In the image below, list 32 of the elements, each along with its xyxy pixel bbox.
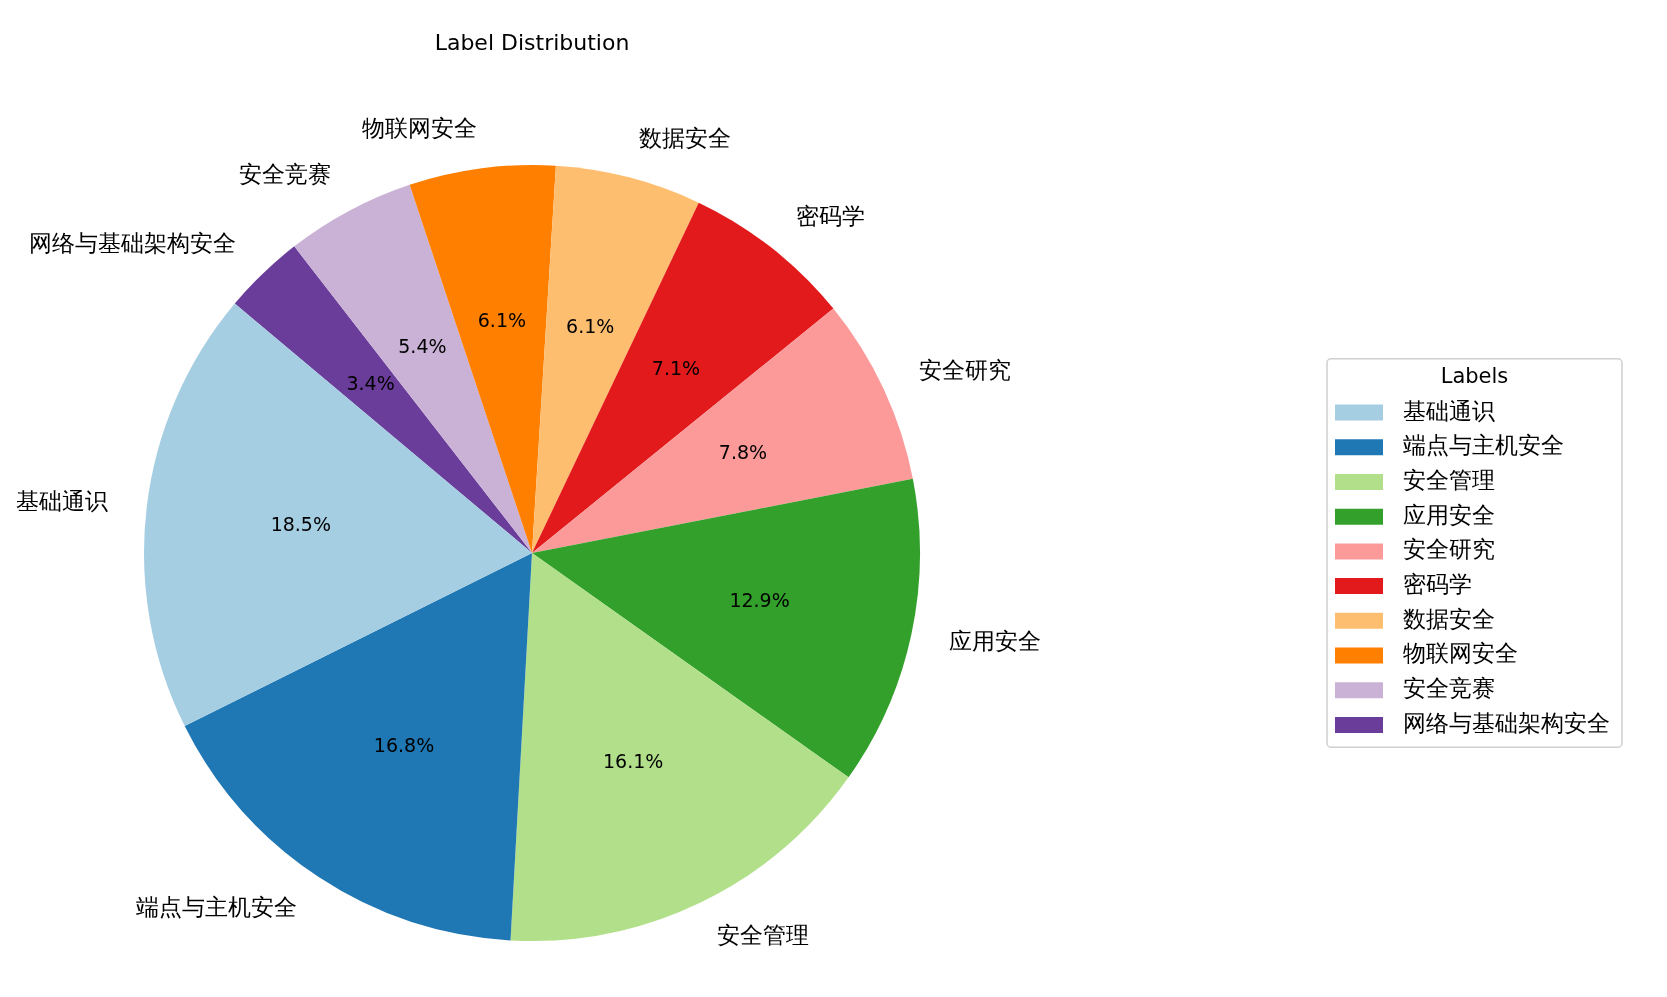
legend-label: 安全管理 [1403,466,1495,493]
legend-label: 安全竞赛 [1403,675,1495,702]
legend-label: 密码学 [1403,571,1472,598]
slice-label: 基础通识 [16,487,109,514]
slice-label: 安全研究 [918,357,1011,384]
chart-title: Label Distribution [434,29,630,55]
legend-title: Labels [1440,364,1509,389]
data-label: 16.1% [602,749,664,772]
data-label: 6.1% [477,309,527,332]
data-label: 7.8% [718,441,768,464]
legend-label: 应用安全 [1403,501,1495,528]
legend-label: 网络与基础架构安全 [1403,709,1610,736]
legend-label: 物联网安全 [1403,640,1518,667]
data-label: 18.5% [270,512,331,535]
legend-label: 端点与主机安全 [1403,432,1564,459]
slice-label: 应用安全 [949,627,1042,654]
data-label: 6.1% [566,314,615,337]
legend-label: 基础通识 [1403,397,1495,424]
slice-label: 网络与基础架构安全 [29,230,237,257]
data-label: 3.4% [346,372,395,395]
data-label: 16.8% [373,734,435,757]
data-label: 12.9% [729,588,790,611]
slice-label: 物联网安全 [361,114,477,141]
data-label: 5.4% [398,334,447,357]
legend-label: 数据安全 [1403,605,1495,632]
slice-label: 端点与主机安全 [136,894,298,921]
slice-label: 安全管理 [717,922,810,949]
slice-label: 数据安全 [638,124,731,151]
slice-label: 密码学 [795,202,865,229]
slice-label: 安全竞赛 [239,161,332,188]
legend-label: 安全研究 [1403,536,1495,563]
data-label: 7.1% [651,357,701,379]
